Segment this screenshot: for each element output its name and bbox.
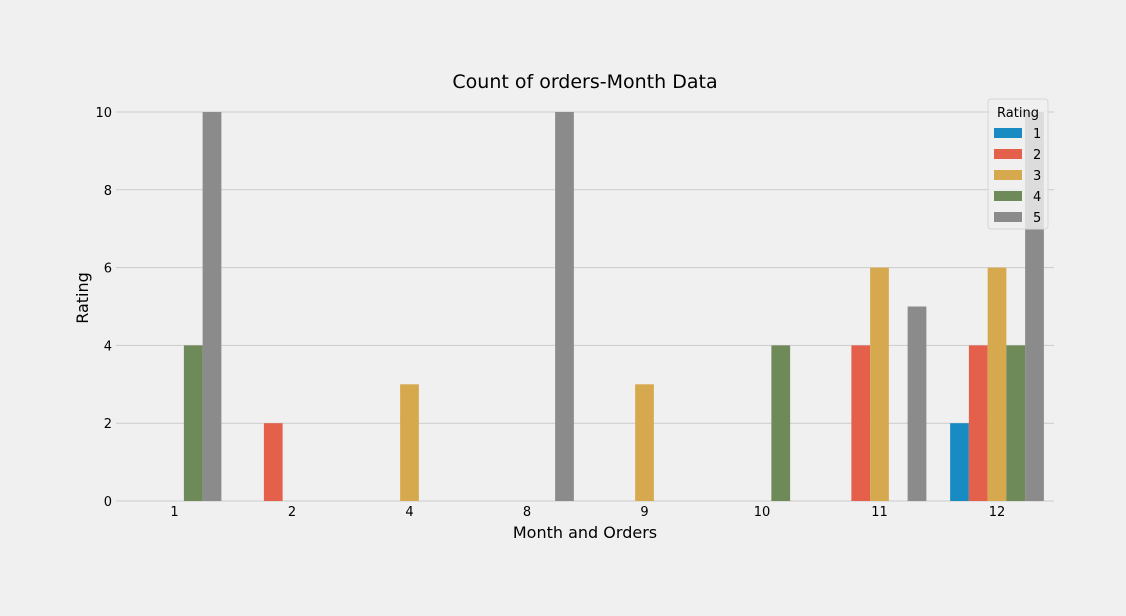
legend-swatch-1 — [994, 128, 1022, 138]
legend-label-4: 4 — [1033, 190, 1041, 205]
bar-month-9-rating-3 — [635, 384, 654, 501]
y-tick-label: 10 — [95, 106, 112, 121]
x-tick-label: 2 — [288, 505, 296, 520]
bar-month-11-rating-3 — [870, 267, 889, 501]
bar-month-12-rating-1 — [950, 423, 969, 501]
bar-month-10-rating-4 — [771, 345, 791, 501]
y-tick-label: 2 — [104, 417, 112, 432]
legend: Rating 1 2 3 4 5 — [987, 98, 1049, 230]
y-tick-label: 8 — [104, 184, 112, 199]
bar-month-8-rating-5 — [555, 112, 574, 501]
legend-title: Rating — [997, 106, 1039, 121]
y-tick-label: 4 — [104, 339, 112, 354]
legend-label-1: 1 — [1033, 127, 1041, 142]
legend-swatch-5 — [994, 212, 1022, 222]
legend-label-2: 2 — [1033, 148, 1041, 163]
bar-month-11-rating-5 — [907, 306, 927, 501]
legend-label-5: 5 — [1033, 211, 1041, 226]
chart-title: Count of orders-Month Data — [452, 71, 717, 93]
y-tick-labels: 0 2 4 6 8 10 — [95, 106, 112, 510]
bar-month-12-rating-4 — [1006, 345, 1026, 501]
legend-swatch-4 — [994, 191, 1022, 201]
y-tick-label: 6 — [104, 262, 112, 277]
bar-month-4-rating-3 — [400, 384, 419, 501]
x-tick-label: 1 — [170, 505, 178, 520]
x-tick-label: 11 — [871, 505, 888, 520]
x-tick-label: 10 — [754, 505, 771, 520]
bar-month-12-rating-3 — [987, 267, 1007, 501]
x-axis-label: Month and Orders — [513, 523, 657, 542]
y-tick-label: 0 — [104, 495, 112, 510]
legend-swatch-3 — [994, 170, 1022, 180]
x-tick-label: 12 — [989, 505, 1006, 520]
x-tick-label: 9 — [640, 505, 648, 520]
bars — [183, 112, 1044, 501]
legend-items: 1 2 3 4 5 — [994, 127, 1041, 226]
bar-month-2-rating-2 — [263, 423, 283, 501]
x-tick-labels: 1 2 4 8 9 10 11 12 — [170, 505, 1005, 520]
bar-month-12-rating-2 — [968, 345, 988, 501]
legend-label-3: 3 — [1033, 169, 1041, 184]
bar-month-1-rating-5 — [202, 112, 222, 501]
legend-swatch-2 — [994, 149, 1022, 159]
x-tick-label: 4 — [405, 505, 413, 520]
bar-month-11-rating-2 — [851, 345, 871, 501]
x-tick-label: 8 — [523, 505, 531, 520]
y-axis-label: Rating — [73, 272, 92, 324]
bar-month-1-rating-4 — [183, 345, 203, 501]
